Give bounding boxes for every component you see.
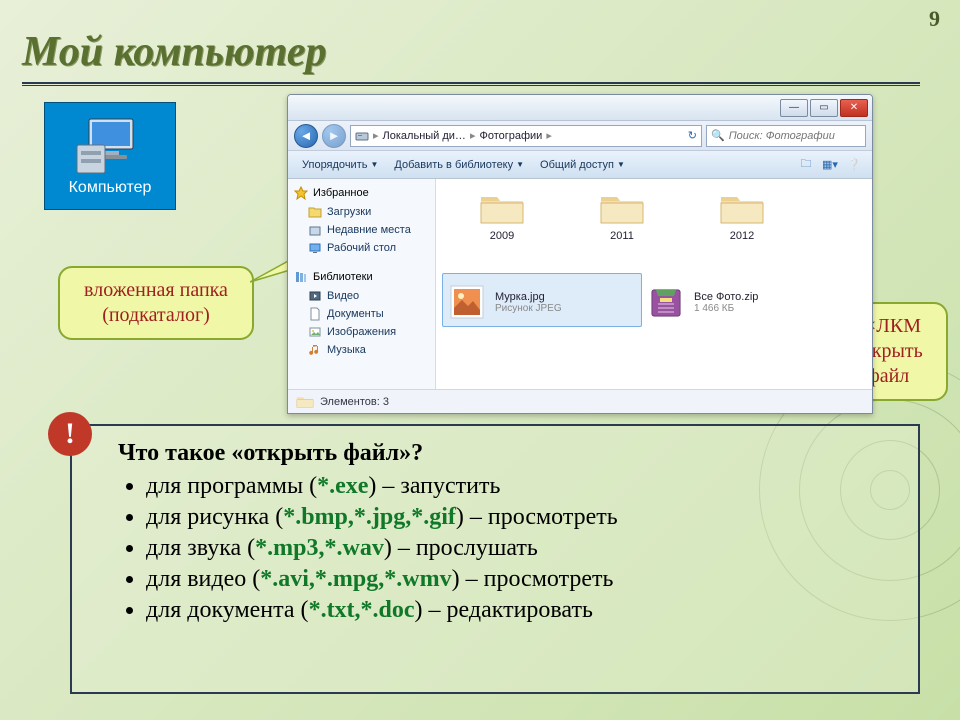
sidebar-downloads[interactable]: Загрузки <box>288 203 435 221</box>
star-icon <box>294 186 308 200</box>
video-icon <box>308 289 322 303</box>
list-item: для видео (*.avi,*.mpg,*.wmv) – просмотр… <box>146 566 900 593</box>
folder-icon <box>599 191 645 227</box>
file-name: Мурка.jpg <box>495 291 562 303</box>
list-item: для документа (*.txt,*.doc) – редактиров… <box>146 597 900 624</box>
desktop-icon <box>308 241 322 255</box>
callout-line: вложенная папка <box>76 278 236 303</box>
organize-button[interactable]: Упорядочить▼ <box>296 156 384 174</box>
sidebar-label: Видео <box>327 290 359 302</box>
refresh-icon[interactable]: ↻ <box>688 129 697 142</box>
toolbar: Упорядочить▼ Добавить в библиотеку▼ Общи… <box>288 151 872 179</box>
list-item: для программы (*.exe) – запустить <box>146 473 900 500</box>
sidebar-music[interactable]: Музыка <box>288 341 435 359</box>
back-button[interactable]: ◄ <box>294 124 318 148</box>
share-button[interactable]: Общий доступ▼ <box>534 156 631 174</box>
libraries-icon <box>294 270 308 284</box>
list-item: для рисунка (*.bmp,*.jpg,*.gif) – просмо… <box>146 504 900 531</box>
folder-item[interactable]: 2009 <box>442 187 562 273</box>
documents-icon <box>308 307 322 321</box>
sidebar-recent[interactable]: Недавние места <box>288 221 435 239</box>
callout-subfolder: вложенная папка (подкаталог) <box>58 266 254 340</box>
status-bar: Элементов: 3 <box>288 389 872 413</box>
question-text: Что такое «открыть файл»? <box>118 440 900 467</box>
folder-icon <box>719 191 765 227</box>
folder-label: 2011 <box>610 230 634 242</box>
file-type: Рисунок JPEG <box>495 303 562 314</box>
chevron-down-icon: ▼ <box>617 160 625 169</box>
breadcrumb-sep: ▸ <box>546 129 552 142</box>
sidebar-images[interactable]: Изображения <box>288 323 435 341</box>
titlebar: — ▭ ✕ <box>288 95 872 121</box>
sidebar-label: Изображения <box>327 326 396 338</box>
images-icon <box>308 325 322 339</box>
exclamation-badge: ! <box>48 412 92 456</box>
view-button[interactable]: 🗀 <box>796 155 816 175</box>
status-text: Элементов: 3 <box>320 396 389 408</box>
file-item-archive[interactable]: Все Фото.zip 1 466 КБ <box>642 273 842 327</box>
help-button[interactable]: ❔ <box>844 155 864 175</box>
callout-line: (подкаталог) <box>76 303 236 328</box>
toolbar-label: Добавить в библиотеку <box>394 159 513 171</box>
toolbar-label: Общий доступ <box>540 159 614 171</box>
toolbar-label: Упорядочить <box>302 159 367 171</box>
address-bar[interactable]: ▸ Локальный ди… ▸ Фотографии ▸ ↻ <box>350 125 702 147</box>
archive-file-icon <box>646 282 686 322</box>
sidebar-label: Документы <box>327 308 384 320</box>
sidebar-label: Недавние места <box>327 224 411 236</box>
folder-icon <box>308 205 322 219</box>
folder-label: 2012 <box>730 230 754 242</box>
addlib-button[interactable]: Добавить в библиотеку▼ <box>388 156 530 174</box>
minimize-button[interactable]: — <box>780 99 808 117</box>
list-item: для звука (*.mp3,*.wav) – прослушать <box>146 535 900 562</box>
file-name: Все Фото.zip <box>694 291 758 303</box>
image-file-icon <box>447 282 487 322</box>
sidebar-favorites-header[interactable]: Избранное <box>288 183 435 203</box>
sidebar-libraries-header[interactable]: Библиотеки <box>288 267 435 287</box>
sidebar-label: Библиотеки <box>313 271 373 283</box>
folder-label: 2009 <box>490 230 514 242</box>
view-options-button[interactable]: ▦▾ <box>820 155 840 175</box>
breadcrumb-item[interactable]: Фотографии <box>479 130 542 142</box>
breadcrumb-item[interactable]: Локальный ди… <box>383 130 466 142</box>
content-pane: 2009 2011 2012 Мурка.jpg <box>436 179 872 389</box>
sidebar-video[interactable]: Видео <box>288 287 435 305</box>
maximize-button[interactable]: ▭ <box>810 99 838 117</box>
explanation-list: для программы (*.exe) – запустить для ри… <box>118 473 900 624</box>
forward-button[interactable]: ► <box>322 124 346 148</box>
page-title: Мой компьютер <box>22 28 326 76</box>
explanation-box: Что такое «открыть файл»? для программы … <box>70 424 920 694</box>
title-underline <box>22 82 920 86</box>
sidebar-desktop[interactable]: Рабочий стол <box>288 239 435 257</box>
search-box[interactable]: 🔍 <box>706 125 866 147</box>
drive-icon <box>355 129 369 143</box>
explorer-window: — ▭ ✕ ◄ ► ▸ Локальный ди… ▸ Фотографии ▸… <box>287 94 873 414</box>
folder-icon <box>296 394 314 410</box>
chevron-down-icon: ▼ <box>516 160 524 169</box>
breadcrumb-sep: ▸ <box>470 129 476 142</box>
file-size: 1 466 КБ <box>694 303 758 314</box>
sidebar-label: Избранное <box>313 187 369 199</box>
page-number: 9 <box>929 6 940 32</box>
search-input[interactable] <box>729 130 861 142</box>
desktop-computer-icon[interactable]: Компьютер <box>44 102 176 210</box>
sidebar-documents[interactable]: Документы <box>288 305 435 323</box>
nav-row: ◄ ► ▸ Локальный ди… ▸ Фотографии ▸ ↻ 🔍 <box>288 121 872 151</box>
sidebar-label: Рабочий стол <box>327 242 396 254</box>
folder-item[interactable]: 2012 <box>682 187 802 273</box>
computer-icon <box>75 115 145 175</box>
search-icon: 🔍 <box>711 129 725 142</box>
chevron-down-icon: ▼ <box>370 160 378 169</box>
sidebar: Избранное Загрузки Недавние места Рабочи… <box>288 179 436 389</box>
sidebar-label: Музыка <box>327 344 366 356</box>
close-button[interactable]: ✕ <box>840 99 868 117</box>
desktop-icon-label: Компьютер <box>69 179 152 197</box>
folder-item[interactable]: 2011 <box>562 187 682 273</box>
breadcrumb-sep: ▸ <box>373 129 379 142</box>
folder-icon <box>479 191 525 227</box>
music-icon <box>308 343 322 357</box>
sidebar-label: Загрузки <box>327 206 371 218</box>
file-item-image[interactable]: Мурка.jpg Рисунок JPEG <box>442 273 642 327</box>
recent-icon <box>308 223 322 237</box>
